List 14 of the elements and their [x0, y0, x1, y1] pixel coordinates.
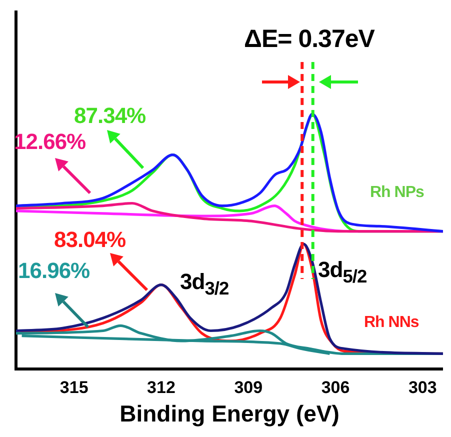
- x-tick-label: 303: [408, 378, 437, 397]
- annotation: 3d$_{5/2}$: [318, 257, 367, 287]
- annotation: Rh NNs: [364, 314, 419, 332]
- annotation: Rh NPs: [370, 184, 424, 202]
- x-tick-label: 315: [60, 378, 88, 397]
- annotation: 16.96%: [18, 258, 90, 284]
- annotation: 3d$_{3/2}$: [180, 269, 229, 299]
- text: ΔE= 0.37eV: [244, 25, 374, 54]
- x-tick-label: 306: [321, 378, 350, 397]
- x-tick-label: 312: [147, 378, 176, 397]
- x-tick-label: 309: [234, 378, 263, 397]
- annotation: 83.04%: [54, 227, 126, 252]
- annotation: 87.34%: [74, 103, 146, 128]
- x-axis-title: Binding Energy (eV): [120, 400, 340, 427]
